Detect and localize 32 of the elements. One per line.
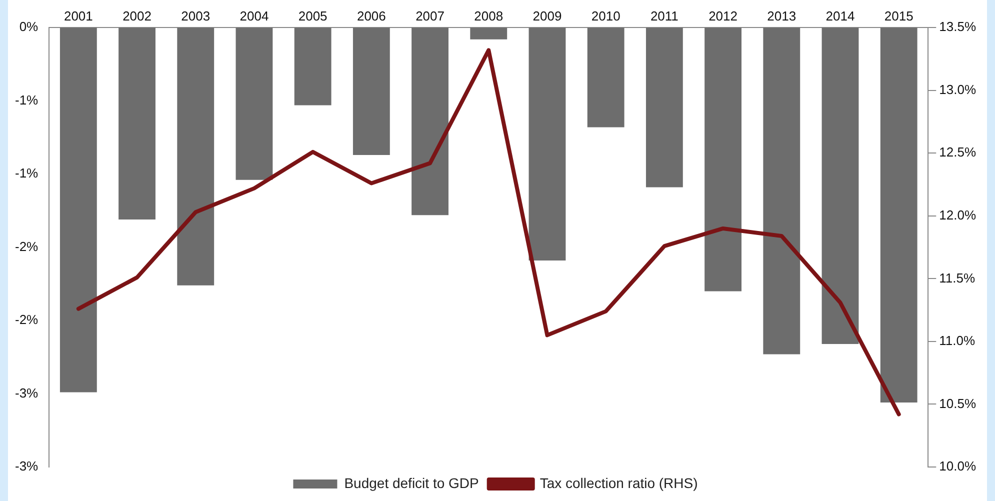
y-tick-label: -3% (14, 458, 39, 474)
y2-tick-label: 11.5% (939, 270, 976, 286)
y2-tick-label: 13.0% (939, 82, 976, 97)
y2-tick-label: 10.5% (939, 396, 976, 411)
y-tick-label: -1% (14, 92, 39, 108)
y2-tick-label: 11.0% (939, 333, 976, 348)
x-tick-label: 2002 (122, 8, 152, 24)
y-tick-label: -3% (14, 385, 39, 400)
y-tick-label: -1% (14, 166, 39, 181)
y-tick-label: 0% (19, 19, 39, 34)
x-tick-label: 2008 (474, 8, 504, 24)
x-tick-label: 2005 (298, 8, 328, 24)
x-tick-label: 2006 (356, 8, 386, 24)
x-tick-label: 2004 (240, 8, 269, 24)
x-tick-label: 2010 (591, 8, 620, 24)
y-tick-label: -2% (14, 238, 39, 254)
legend-label: Budget deficit to GDP (344, 474, 479, 491)
x-tick-label: 2007 (416, 8, 444, 24)
x-tick-label: 2009 (532, 8, 562, 24)
legend-label: Tax collection ratio (RHS) (540, 474, 698, 491)
x-tick-label: 2011 (650, 8, 678, 24)
y2-tick-label: 13.5% (939, 19, 976, 34)
x-tick-label: 2012 (708, 8, 738, 24)
x-tick-label: 2015 (884, 8, 914, 24)
x-tick-label: 2013 (767, 8, 796, 24)
x-tick-label: 2014 (826, 8, 855, 24)
x-tick-label: 2003 (181, 8, 210, 24)
y2-tick-label: 12.5% (939, 144, 976, 160)
y-tick-label: -2% (14, 312, 39, 328)
x-tick-label: 2001 (64, 8, 93, 24)
y2-tick-label: 10.0% (939, 458, 976, 474)
y2-tick-label: 12.0% (939, 207, 976, 222)
